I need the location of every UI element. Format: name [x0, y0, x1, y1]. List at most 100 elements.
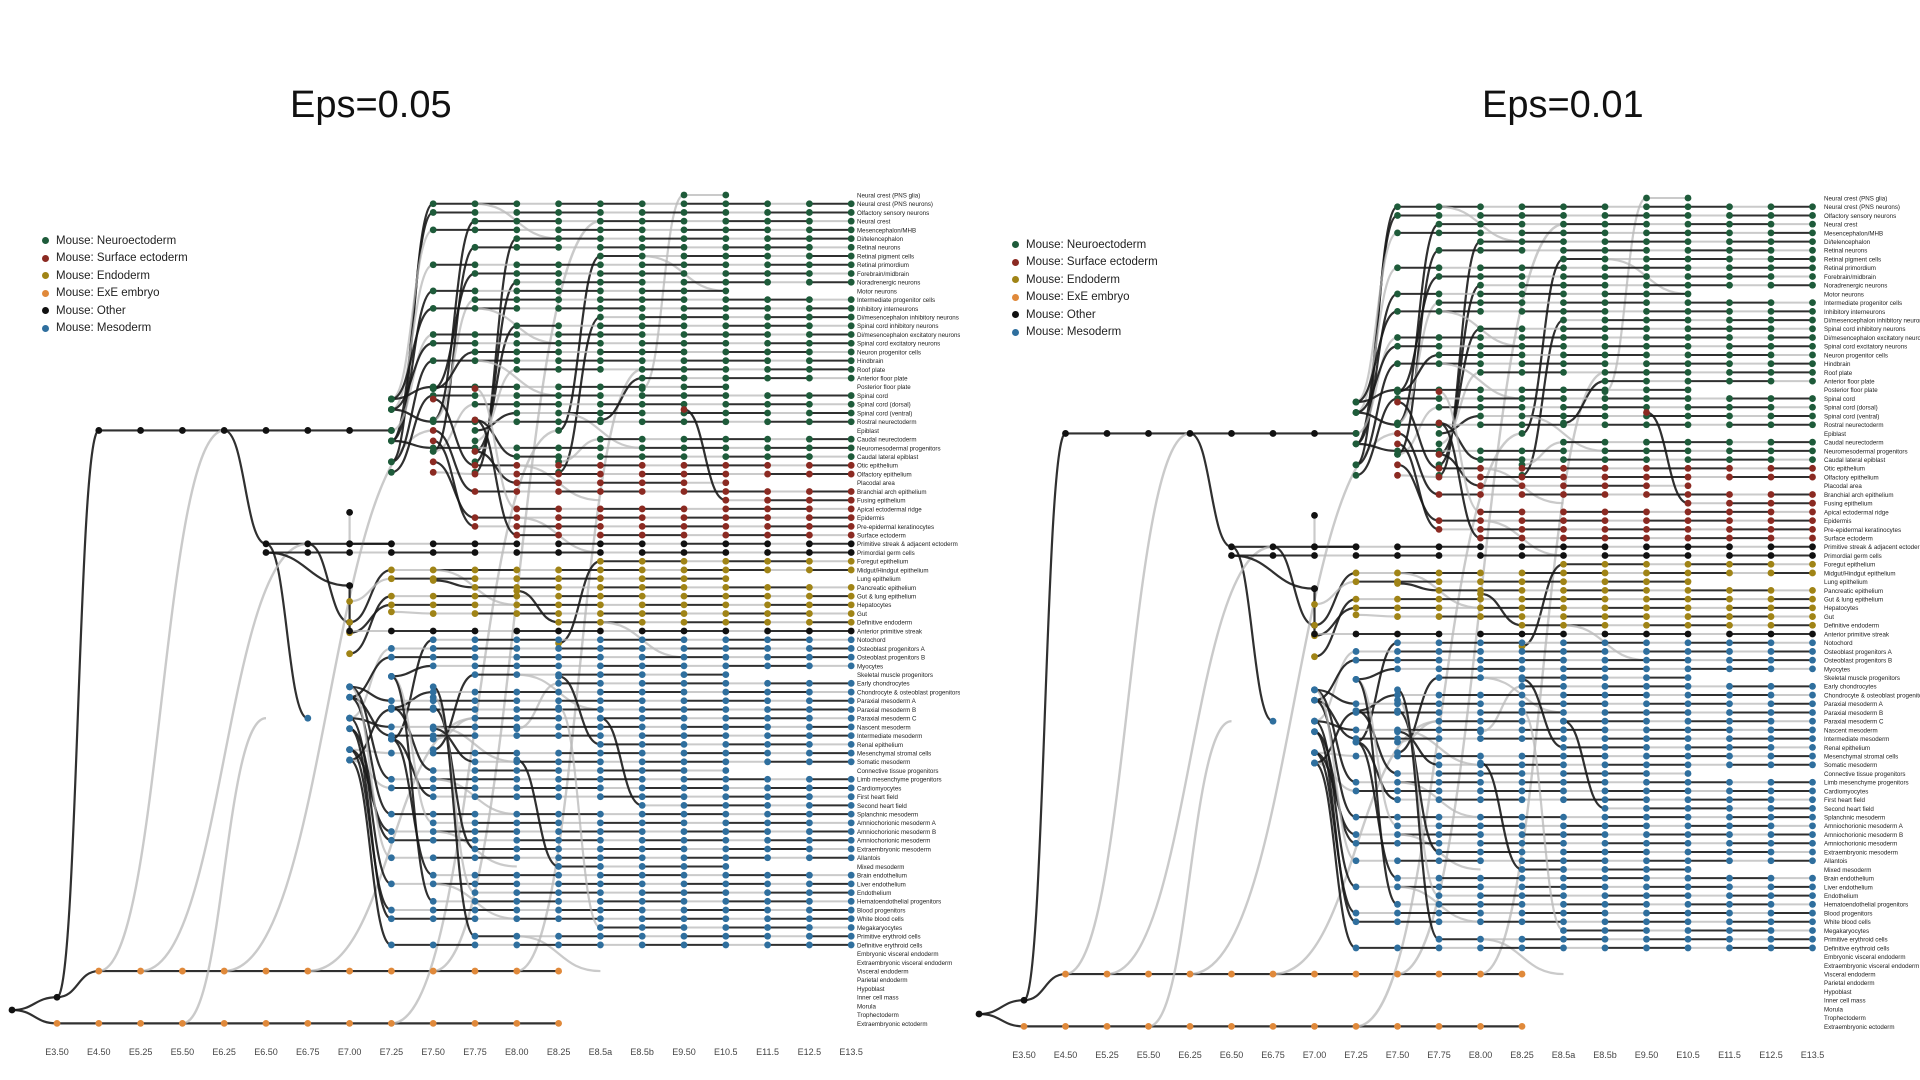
lineage-node [680, 618, 688, 626]
lineage-node [471, 566, 479, 574]
lineage-node [555, 549, 562, 556]
lineage-node [722, 636, 730, 644]
lineage-node [1601, 386, 1609, 394]
lineage-node [1601, 229, 1609, 237]
lineage-node [1726, 525, 1733, 533]
cell-type-label: Neuron progenitor cells [1824, 352, 1888, 359]
lineage-node [1767, 569, 1775, 577]
lineage-edge [390, 675, 434, 903]
lineage-node [1643, 892, 1650, 899]
lineage-node [513, 810, 521, 818]
lineage-node [847, 845, 855, 853]
lineage-edge [349, 696, 392, 737]
lineage-node [1601, 656, 1609, 664]
lineage-node [471, 243, 479, 251]
timepoint-label: E6.50 [254, 1047, 278, 1057]
lineage-edge [1355, 214, 1399, 446]
lineage-node [1809, 927, 1816, 934]
cell-type-label: Fusing epithelium [1824, 501, 1873, 508]
lineage-node [1809, 874, 1816, 882]
lineage-node [1477, 935, 1484, 943]
lineage-node [722, 941, 730, 949]
lineage-node [555, 383, 562, 391]
lineage-node [555, 392, 562, 399]
lineage-node [638, 871, 646, 879]
lineage-node [1394, 212, 1401, 219]
lineage-node [1560, 778, 1567, 786]
lineage-node [1394, 1023, 1401, 1030]
lineage-node [722, 793, 730, 801]
lineage-node [1643, 517, 1650, 525]
lineage-node [1435, 848, 1443, 856]
lineage-node [1518, 839, 1526, 847]
lineage-node [1560, 656, 1567, 664]
legend-item: Mouse: Other [1012, 306, 1158, 324]
lineage-node [764, 270, 771, 277]
cell-type-label: Visceral endoderm [857, 968, 908, 975]
lineage-node [1311, 543, 1318, 551]
lineage-edge [558, 675, 601, 746]
lineage-node [1726, 918, 1733, 926]
cell-type-label: Spinal cord excitatory neurons [1824, 344, 1907, 351]
lineage-node [847, 209, 855, 216]
cell-type-label: Rostral neurectoderm [1824, 422, 1884, 429]
lineage-node [806, 601, 813, 609]
lineage-node [722, 348, 730, 356]
cell-type-label: Neuromesodermal progenitors [1824, 448, 1908, 455]
lineage-node [722, 627, 730, 635]
lineage-node [722, 357, 730, 365]
lineage-node [1477, 874, 1484, 882]
lineage-node [597, 723, 604, 731]
lineage-node [1394, 665, 1401, 673]
lineage-node [1601, 421, 1609, 429]
lineage-node [1684, 682, 1692, 690]
lineage-node [1726, 421, 1733, 429]
legend-item: Mouse: Surface ectoderm [42, 250, 188, 268]
lineage-node [1477, 464, 1484, 472]
lineage-node [1435, 388, 1443, 395]
lineage-node [95, 1020, 103, 1027]
lineage-node [722, 566, 730, 574]
lineage-node [597, 200, 604, 208]
timepoint-label: E7.75 [1427, 1050, 1451, 1060]
lineage-node [847, 749, 855, 757]
lineage-node [597, 278, 604, 286]
lineage-node [1560, 334, 1567, 341]
legend-label: Mouse: Surface ectoderm [56, 252, 188, 265]
lineage-node [1726, 656, 1733, 664]
lineage-node [1767, 630, 1775, 638]
lineage-node [847, 514, 855, 522]
lineage-node [1809, 377, 1816, 385]
timepoint-label: E10.5 [714, 1047, 738, 1057]
lineage-node [1477, 909, 1484, 917]
lineage-node [471, 226, 479, 234]
lineage-node [1394, 831, 1401, 838]
lineage-node [471, 385, 479, 392]
lineage-node [1560, 281, 1567, 289]
lineage-node [722, 435, 730, 443]
lineage-node [1767, 473, 1775, 481]
lineage-node [764, 706, 771, 713]
lineage-node [1601, 639, 1609, 647]
lineage-node [1601, 909, 1609, 917]
lineage-node [1435, 351, 1443, 359]
lineage-node [597, 671, 604, 678]
cell-type-label: Motor neurons [857, 288, 897, 295]
lineage-node [1435, 831, 1443, 838]
lineage-node [1435, 883, 1443, 891]
lineage-node [1601, 883, 1609, 891]
lineage-node [555, 854, 562, 862]
cell-type-label: Primitive streak & adjacent ectoderm [857, 541, 958, 548]
lineage-node [680, 845, 688, 853]
lineage-node [722, 645, 730, 652]
lineage-node [1435, 440, 1443, 448]
lineage-node [1518, 613, 1526, 620]
lineage-node [555, 514, 562, 522]
timepoint-label: E8.5b [1593, 1050, 1617, 1060]
cell-type-label: Anterior floor plate [857, 376, 908, 383]
lineage-node [722, 784, 730, 792]
lineage-node [1726, 700, 1733, 708]
lineage-node [1684, 595, 1692, 603]
lineage-node [806, 470, 813, 478]
lineage-edge [474, 359, 559, 397]
